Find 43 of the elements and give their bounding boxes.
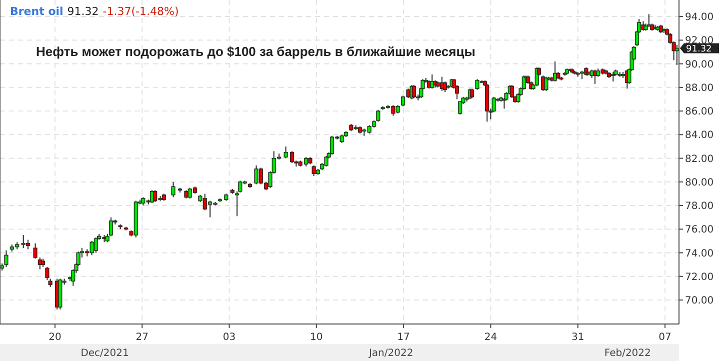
candlestick (458, 101, 462, 116)
annotation: -1.37(-1.48%) (102, 5, 179, 18)
x-tick-label: 27 (136, 332, 148, 343)
candlestick (171, 181, 176, 198)
candlestick (284, 146, 288, 159)
y-tick-label: 80.00 (685, 177, 714, 188)
annotation: 91.32 (67, 5, 99, 18)
y-tick-label: 78.00 (685, 201, 714, 212)
x2-tick-label: Dec/2021 (80, 348, 129, 359)
y-tick-label: 90.00 (685, 59, 714, 70)
x2-tick-label: Jan/2022 (368, 348, 414, 359)
x-tick-label: 20 (48, 332, 62, 343)
text: Нефть может подорожать до $100 за баррель в ближайшие месяцы (36, 44, 476, 59)
x-tick-label: 31 (571, 332, 584, 343)
y-tick-label: 74.00 (685, 248, 714, 260)
candlestick (443, 81, 448, 93)
candlestick (611, 72, 616, 82)
candlestick (33, 242, 38, 260)
candlestick (324, 155, 328, 168)
candlestick (4, 250, 8, 268)
x-tick-label: 10 (310, 332, 323, 343)
y-tick-label: 94.00 (685, 12, 714, 24)
text: Brent oil (10, 5, 64, 18)
x-tick-label: 07 (658, 332, 672, 343)
y-tick-label: 84.00 (685, 130, 714, 142)
y-tick-label: 76.00 (685, 224, 714, 236)
x-tick-label: 03 (222, 332, 236, 343)
candlestick (290, 150, 294, 164)
x2-tick-label: Feb/2022 (604, 348, 651, 359)
y-tick-label: 72.00 (685, 272, 714, 283)
y-tick-label: 88.00 (685, 82, 714, 94)
candlestick (94, 236, 98, 254)
x-tick-label: 24 (484, 332, 498, 343)
candlestick (26, 239, 30, 250)
y-tick-label: 82.00 (685, 154, 714, 165)
candlestick (475, 78, 480, 90)
candlestick (45, 266, 50, 280)
y-tick-label: 86.00 (685, 106, 714, 118)
candlestick (312, 164, 316, 176)
candlestick (412, 84, 416, 99)
annotation: 91.32 (686, 44, 712, 54)
y-tick-label: 70.00 (685, 296, 714, 307)
x-tick-label: 17 (397, 332, 410, 343)
